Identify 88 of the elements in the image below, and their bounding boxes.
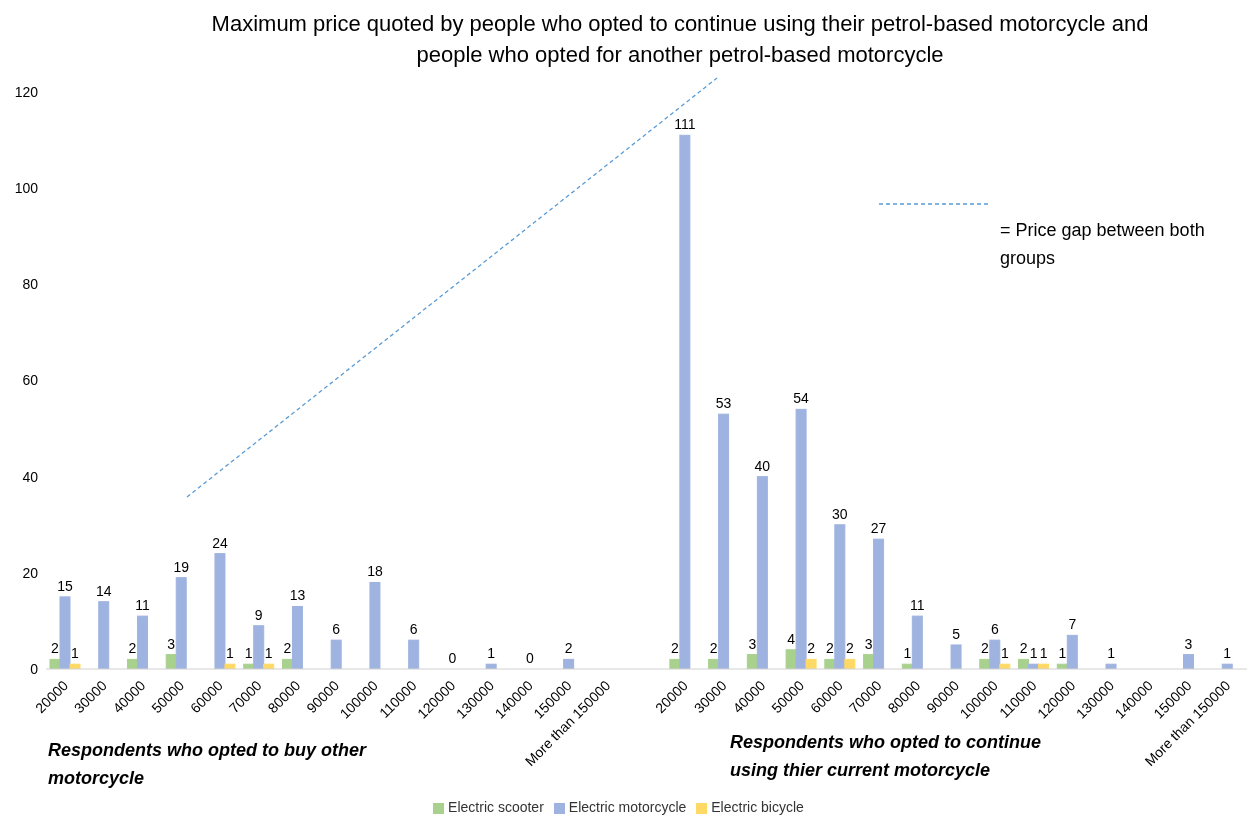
data-label: 3 xyxy=(864,635,873,652)
data-label: 2 xyxy=(980,640,989,657)
data-label: 14 xyxy=(95,582,112,599)
y-tick-label: 20 xyxy=(22,564,39,581)
data-label: 27 xyxy=(870,520,887,537)
data-label: 6 xyxy=(332,621,341,638)
data-label: 2 xyxy=(283,640,292,657)
data-label: 1 xyxy=(1058,645,1067,662)
bar xyxy=(408,639,420,669)
data-label: 54 xyxy=(793,390,810,407)
bar xyxy=(214,553,226,669)
data-label: 40 xyxy=(754,457,771,474)
bar xyxy=(844,658,856,669)
data-label: 1 xyxy=(1039,645,1048,662)
data-label: 11 xyxy=(135,597,150,614)
data-label: 1 xyxy=(264,645,273,662)
data-label: 1 xyxy=(1107,645,1116,662)
y-tick-label: 40 xyxy=(22,468,39,485)
bar xyxy=(59,596,71,669)
data-label: 0 xyxy=(526,650,534,666)
data-label: 0 xyxy=(448,650,457,666)
bar xyxy=(950,644,962,669)
bar xyxy=(911,615,923,669)
data-label: 1 xyxy=(1000,645,1009,662)
data-label: 2 xyxy=(845,640,854,657)
bar xyxy=(989,639,1001,669)
data-label: 1 xyxy=(244,645,253,662)
data-label: 2 xyxy=(1019,640,1028,657)
bar xyxy=(873,538,885,669)
data-label: 1 xyxy=(226,645,235,662)
data-label: 1 xyxy=(71,645,80,662)
data-label: 9 xyxy=(254,606,263,623)
text: Respondents who opted to buy other motorcycle xyxy=(48,739,368,790)
bar xyxy=(175,577,187,669)
data-label: 18 xyxy=(367,563,383,580)
bar xyxy=(718,413,730,669)
bar xyxy=(253,625,265,669)
y-tick-label: 100 xyxy=(14,180,39,197)
bar xyxy=(330,639,342,669)
data-label: 11 xyxy=(910,597,925,614)
data-label: 5 xyxy=(952,625,961,642)
bar xyxy=(679,134,691,669)
bar xyxy=(805,658,817,669)
bar xyxy=(563,658,575,669)
data-label: 3 xyxy=(748,635,757,652)
data-label: 111 xyxy=(674,116,696,133)
data-label: 1 xyxy=(903,645,912,662)
bar xyxy=(795,408,807,669)
y-tick-label: 0 xyxy=(30,660,39,677)
data-label: 19 xyxy=(173,558,190,575)
data-label: 2 xyxy=(709,640,718,657)
data-label: 4 xyxy=(787,630,796,647)
data-label: 30 xyxy=(832,505,848,522)
annotation: = Price gap between both groups xyxy=(1000,219,1206,270)
y-tick-label: 60 xyxy=(22,372,39,389)
data-label: 2 xyxy=(564,640,573,657)
data-label: 3 xyxy=(167,635,176,652)
data-label: 3 xyxy=(1184,635,1193,652)
bar xyxy=(834,524,846,669)
data-label: 2 xyxy=(51,640,60,657)
legend-label: Electric scooter xyxy=(448,799,544,815)
legend-label: Electric motorcycle xyxy=(568,799,687,815)
data-label: 2 xyxy=(128,640,137,657)
data-label: 15 xyxy=(57,577,73,594)
data-label: 1 xyxy=(1029,645,1038,662)
text: Respondents who opted to continue using thier current motorcycle xyxy=(730,731,1042,782)
data-label: 53 xyxy=(715,395,732,412)
bar xyxy=(136,615,148,669)
data-label: 2 xyxy=(825,640,834,657)
data-label: 1 xyxy=(1223,645,1232,662)
data-label: 6 xyxy=(409,621,418,638)
data-label: 13 xyxy=(289,587,306,604)
bar xyxy=(291,605,303,669)
y-tick-label: 120 xyxy=(14,83,39,100)
data-label: 1 xyxy=(487,645,496,662)
bar xyxy=(98,601,110,669)
data-label: 24 xyxy=(212,534,228,551)
bar xyxy=(1183,654,1195,669)
y-tick-label: 80 xyxy=(22,276,39,293)
data-label: 2 xyxy=(670,640,679,657)
data-label: 2 xyxy=(807,640,816,657)
chart-title: Maximum price quoted by people who opted to continue using their petrol-based motorcycle and people who opted for another petrol-based motorcycle xyxy=(210,10,1150,69)
data-label: 6 xyxy=(990,621,999,638)
legend-label: Electric bicycle xyxy=(711,799,804,815)
bar xyxy=(1066,634,1078,669)
data-label: 7 xyxy=(1068,616,1077,633)
bar xyxy=(369,581,381,669)
bar xyxy=(756,476,768,669)
